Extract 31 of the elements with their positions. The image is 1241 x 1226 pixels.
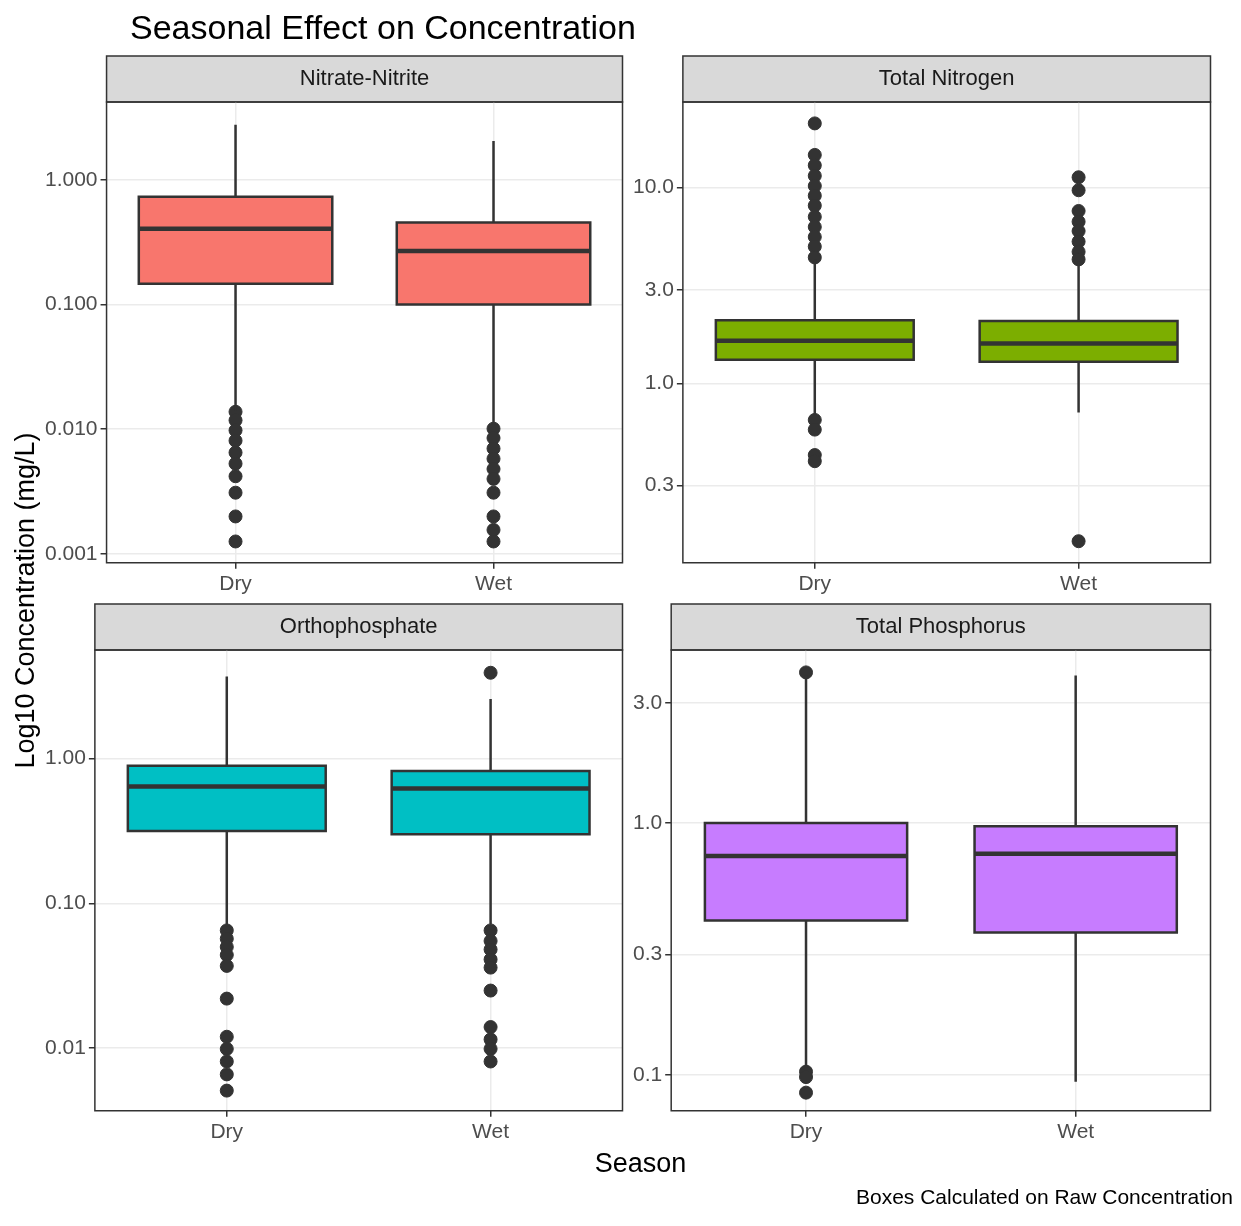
x-tick-label: Wet xyxy=(475,571,513,595)
x-tick-label: Dry xyxy=(798,571,832,595)
text: Boxes Calculated on Raw Concentration xyxy=(854,1185,1233,1209)
y-tick-label: 0.010 xyxy=(44,416,98,440)
text: Seasonal Effect on Concentration xyxy=(130,8,637,48)
text: Season xyxy=(593,1148,688,1179)
y-tick-label: 0.001 xyxy=(44,540,98,564)
x-tick-label: Wet xyxy=(472,1119,510,1143)
x-tick-label: Wet xyxy=(1060,571,1098,595)
y-tick-label: 0.10 xyxy=(45,890,86,914)
chart-title: Total Phosphorus xyxy=(855,613,1026,639)
text: Log10 Concentration (mg/L) xyxy=(9,431,41,769)
chart-title: Orthophosphate xyxy=(279,613,438,639)
y-tick-label: 10.0 xyxy=(633,174,674,198)
y-tick-label: 1.00 xyxy=(45,745,86,769)
y-tick-label: 3.0 xyxy=(632,689,663,713)
y-tick-label: 0.3 xyxy=(644,472,674,496)
x-tick-label: Dry xyxy=(789,1119,823,1143)
y-tick-label: 0.3 xyxy=(632,941,663,965)
chart-title: Nitrate-Nitrite xyxy=(299,65,430,91)
x-tick-label: Wet xyxy=(1057,1119,1095,1143)
y-tick-label: 1.000 xyxy=(44,166,98,190)
y-tick-label: 1.0 xyxy=(644,370,674,394)
y-tick-label: 3.0 xyxy=(644,276,674,300)
y-tick-label: 0.1 xyxy=(632,1061,663,1085)
chart-title: Total Nitrogen xyxy=(878,65,1015,91)
y-tick-label: 0.100 xyxy=(44,291,98,315)
y-tick-label: 1.0 xyxy=(632,809,663,833)
y-tick-label: 0.01 xyxy=(45,1035,86,1059)
x-tick-label: Dry xyxy=(219,571,253,595)
x-tick-label: Dry xyxy=(210,1119,244,1143)
